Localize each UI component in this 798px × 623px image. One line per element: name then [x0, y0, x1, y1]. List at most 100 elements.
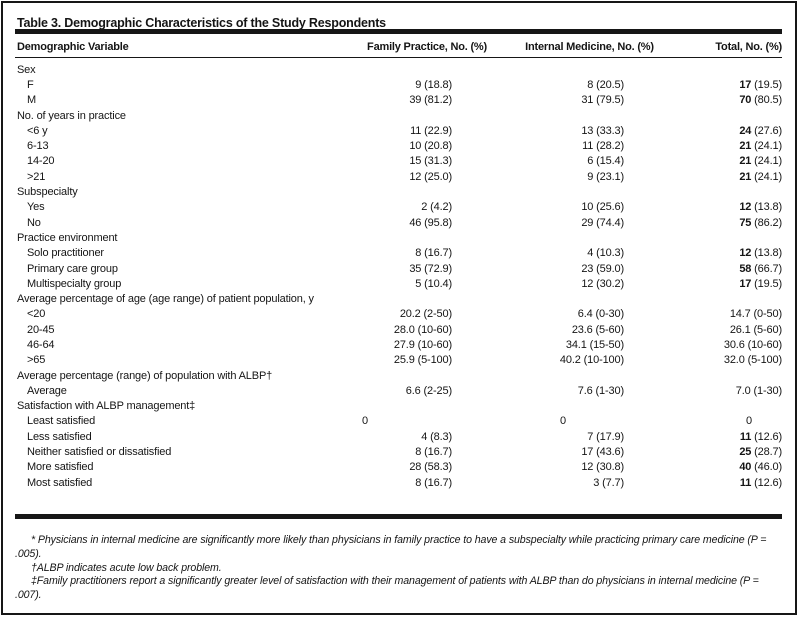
cell-family-practice: 15 (31.3) [409, 155, 452, 168]
column-header-internal-medicine: Internal Medicine, No. (%) [525, 41, 654, 53]
footnote-double-dagger: ‡Family practitioners report a significa… [15, 575, 759, 601]
table-row: No 46 (95.8) 29 (74.4) 75 (86.2) [15, 215, 782, 230]
cell-family-practice: 6.6 (2-25) [405, 384, 452, 397]
table-row: Most satisfied 8 (16.7) 3 (7.7) 11 (12.6… [15, 475, 782, 490]
cell-demographic-variable: Yes [27, 201, 45, 214]
table-row: Practice environment [15, 230, 782, 245]
table-row: Less satisfied 4 (8.3) 7 (17.9) 11 (12.6… [15, 429, 782, 444]
cell-internal-medicine: 6.4 (0-30) [577, 308, 624, 321]
cell-internal-medicine: 7.6 (1-30) [577, 384, 624, 397]
cell-demographic-variable: 6-13 [27, 140, 49, 153]
table-row: Yes 2 (4.2) 10 (25.6) 12 (13.8) [15, 200, 782, 215]
cell-total: 17 (19.5) [739, 78, 782, 91]
table-row: Sex [15, 62, 782, 77]
cell-family-practice: 8 (16.7) [415, 476, 452, 489]
cell-demographic-variable: Subspecialty [17, 186, 78, 199]
cell-total: 17 (19.5) [739, 277, 782, 290]
cell-demographic-variable: >65 [27, 354, 46, 367]
cell-internal-medicine: 29 (74.4) [581, 216, 624, 229]
top-rule [15, 29, 782, 34]
table-row: >21 12 (25.0) 9 (23.1) 21 (24.1) [15, 169, 782, 184]
table-row: M 39 (81.2) 31 (79.5) 70 (80.5) [15, 93, 782, 108]
cell-demographic-variable: 20-45 [27, 323, 55, 336]
cell-total: 30.6 (10-60) [723, 338, 782, 351]
table-row: >65 25.9 (5-100) 40.2 (10-100) 32.0 (5-1… [15, 353, 782, 368]
table-row: Solo practitioner 8 (16.7) 4 (10.3) 12 (… [15, 246, 782, 261]
cell-total: 21 (24.1) [739, 155, 782, 168]
cell-internal-medicine: 3 (7.7) [593, 476, 624, 489]
table-row: F 9 (18.8) 8 (20.5) 17 (19.5) [15, 77, 782, 92]
cell-total: 24 (27.6) [739, 124, 782, 137]
table-row: No. of years in practice [15, 108, 782, 123]
cell-internal-medicine: 31 (79.5) [581, 94, 624, 107]
table-row: Average percentage of age (age range) of… [15, 291, 782, 306]
cell-total: 11 (12.6) [739, 430, 782, 443]
footnotes: * Physicians in internal medicine are si… [15, 534, 782, 602]
cell-family-practice: 28 (58.3) [409, 461, 452, 474]
column-header-family-practice: Family Practice, No. (%) [367, 41, 487, 53]
cell-internal-medicine: 40.2 (10-100) [559, 354, 624, 367]
cell-internal-medicine: 23.6 (5-60) [571, 323, 624, 336]
cell-family-practice: 28.0 (10-60) [393, 323, 452, 336]
cell-demographic-variable: F [27, 78, 34, 91]
cell-demographic-variable: >21 [27, 170, 46, 183]
cell-family-practice: 46 (95.8) [409, 216, 452, 229]
cell-demographic-variable: Primary care group [27, 262, 118, 275]
cell-total: 32.0 (5-100) [723, 354, 782, 367]
cell-total: 26.1 (5-60) [729, 323, 782, 336]
cell-demographic-variable: 46-64 [27, 338, 55, 351]
cell-demographic-variable: Less satisfied [27, 430, 92, 443]
cell-demographic-variable: <20 [27, 308, 46, 321]
table-row: More satisfied 28 (58.3) 12 (30.8) 40 (4… [15, 460, 782, 475]
cell-total: 75 (86.2) [739, 216, 782, 229]
cell-family-practice: 25.9 (5-100) [393, 354, 452, 367]
cell-internal-medicine: 10 (25.6) [581, 201, 624, 214]
cell-family-practice: 8 (16.7) [415, 446, 452, 459]
cell-internal-medicine: 17 (43.6) [581, 446, 624, 459]
cell-internal-medicine: 0 [560, 415, 566, 428]
cell-family-practice: 20.2 (2-50) [399, 308, 452, 321]
table-row: Neither satisfied or dissatisfied 8 (16.… [15, 444, 782, 459]
cell-demographic-variable: Satisfaction with ALBP management‡ [17, 400, 196, 413]
table-row: Least satisfied 0 0 0 [15, 414, 782, 429]
cell-family-practice: 2 (4.2) [421, 201, 452, 214]
table-row: Satisfaction with ALBP management‡ [15, 399, 782, 414]
cell-family-practice: 4 (8.3) [421, 430, 452, 443]
table-row: Average 6.6 (2-25) 7.6 (1-30) 7.0 (1-30) [15, 383, 782, 398]
cell-internal-medicine: 34.1 (15-50) [565, 338, 624, 351]
table-body: Sex F 9 (18.8) 8 (20.5) 17 (19.5) M 39 (… [15, 58, 782, 490]
cell-demographic-variable: Least satisfied [27, 415, 96, 428]
cell-family-practice: 9 (18.8) [415, 78, 452, 91]
cell-demographic-variable: More satisfied [27, 461, 94, 474]
table-row: <20 20.2 (2-50) 6.4 (0-30) 14.7 (0-50) [15, 307, 782, 322]
table-row: Primary care group 35 (72.9) 23 (59.0) 5… [15, 261, 782, 276]
cell-internal-medicine: 6 (15.4) [587, 155, 624, 168]
cell-internal-medicine: 9 (23.1) [587, 170, 624, 183]
cell-family-practice: 39 (81.2) [409, 94, 452, 107]
cell-total: 21 (24.1) [739, 170, 782, 183]
cell-demographic-variable: Practice environment [17, 231, 118, 244]
cell-demographic-variable: 14-20 [27, 155, 55, 168]
cell-total: 21 (24.1) [739, 140, 782, 153]
table-row: Average percentage (range) of population… [15, 368, 782, 383]
cell-total: 40 (46.0) [739, 461, 782, 474]
cell-total: 0 [746, 415, 752, 428]
cell-internal-medicine: 13 (33.3) [581, 124, 624, 137]
cell-internal-medicine: 11 (28.2) [582, 140, 624, 153]
table-row: 14-20 15 (31.3) 6 (15.4) 21 (24.1) [15, 154, 782, 169]
table-row: 46-64 27.9 (10-60) 34.1 (15-50) 30.6 (10… [15, 337, 782, 352]
cell-demographic-variable: Multispecialty group [27, 277, 122, 290]
table-header-row: Demographic Variable Family Practice, No… [15, 34, 782, 58]
cell-demographic-variable: Solo practitioner [27, 247, 104, 260]
table-row: Multispecialty group 5 (10.4) 12 (30.2) … [15, 276, 782, 291]
cell-total: 70 (80.5) [739, 94, 782, 107]
cell-total: 58 (66.7) [739, 262, 782, 275]
cell-demographic-variable: M [27, 94, 37, 107]
cell-total: 11 (12.6) [739, 476, 782, 489]
cell-demographic-variable: Average percentage of age (age range) of… [17, 293, 314, 306]
cell-total: 12 (13.8) [739, 201, 782, 214]
cell-family-practice: 27.9 (10-60) [393, 338, 452, 351]
cell-demographic-variable: Average [27, 384, 67, 397]
footnote-asterisk: * Physicians in internal medicine are si… [15, 534, 767, 560]
cell-demographic-variable: <6 y [27, 124, 48, 137]
